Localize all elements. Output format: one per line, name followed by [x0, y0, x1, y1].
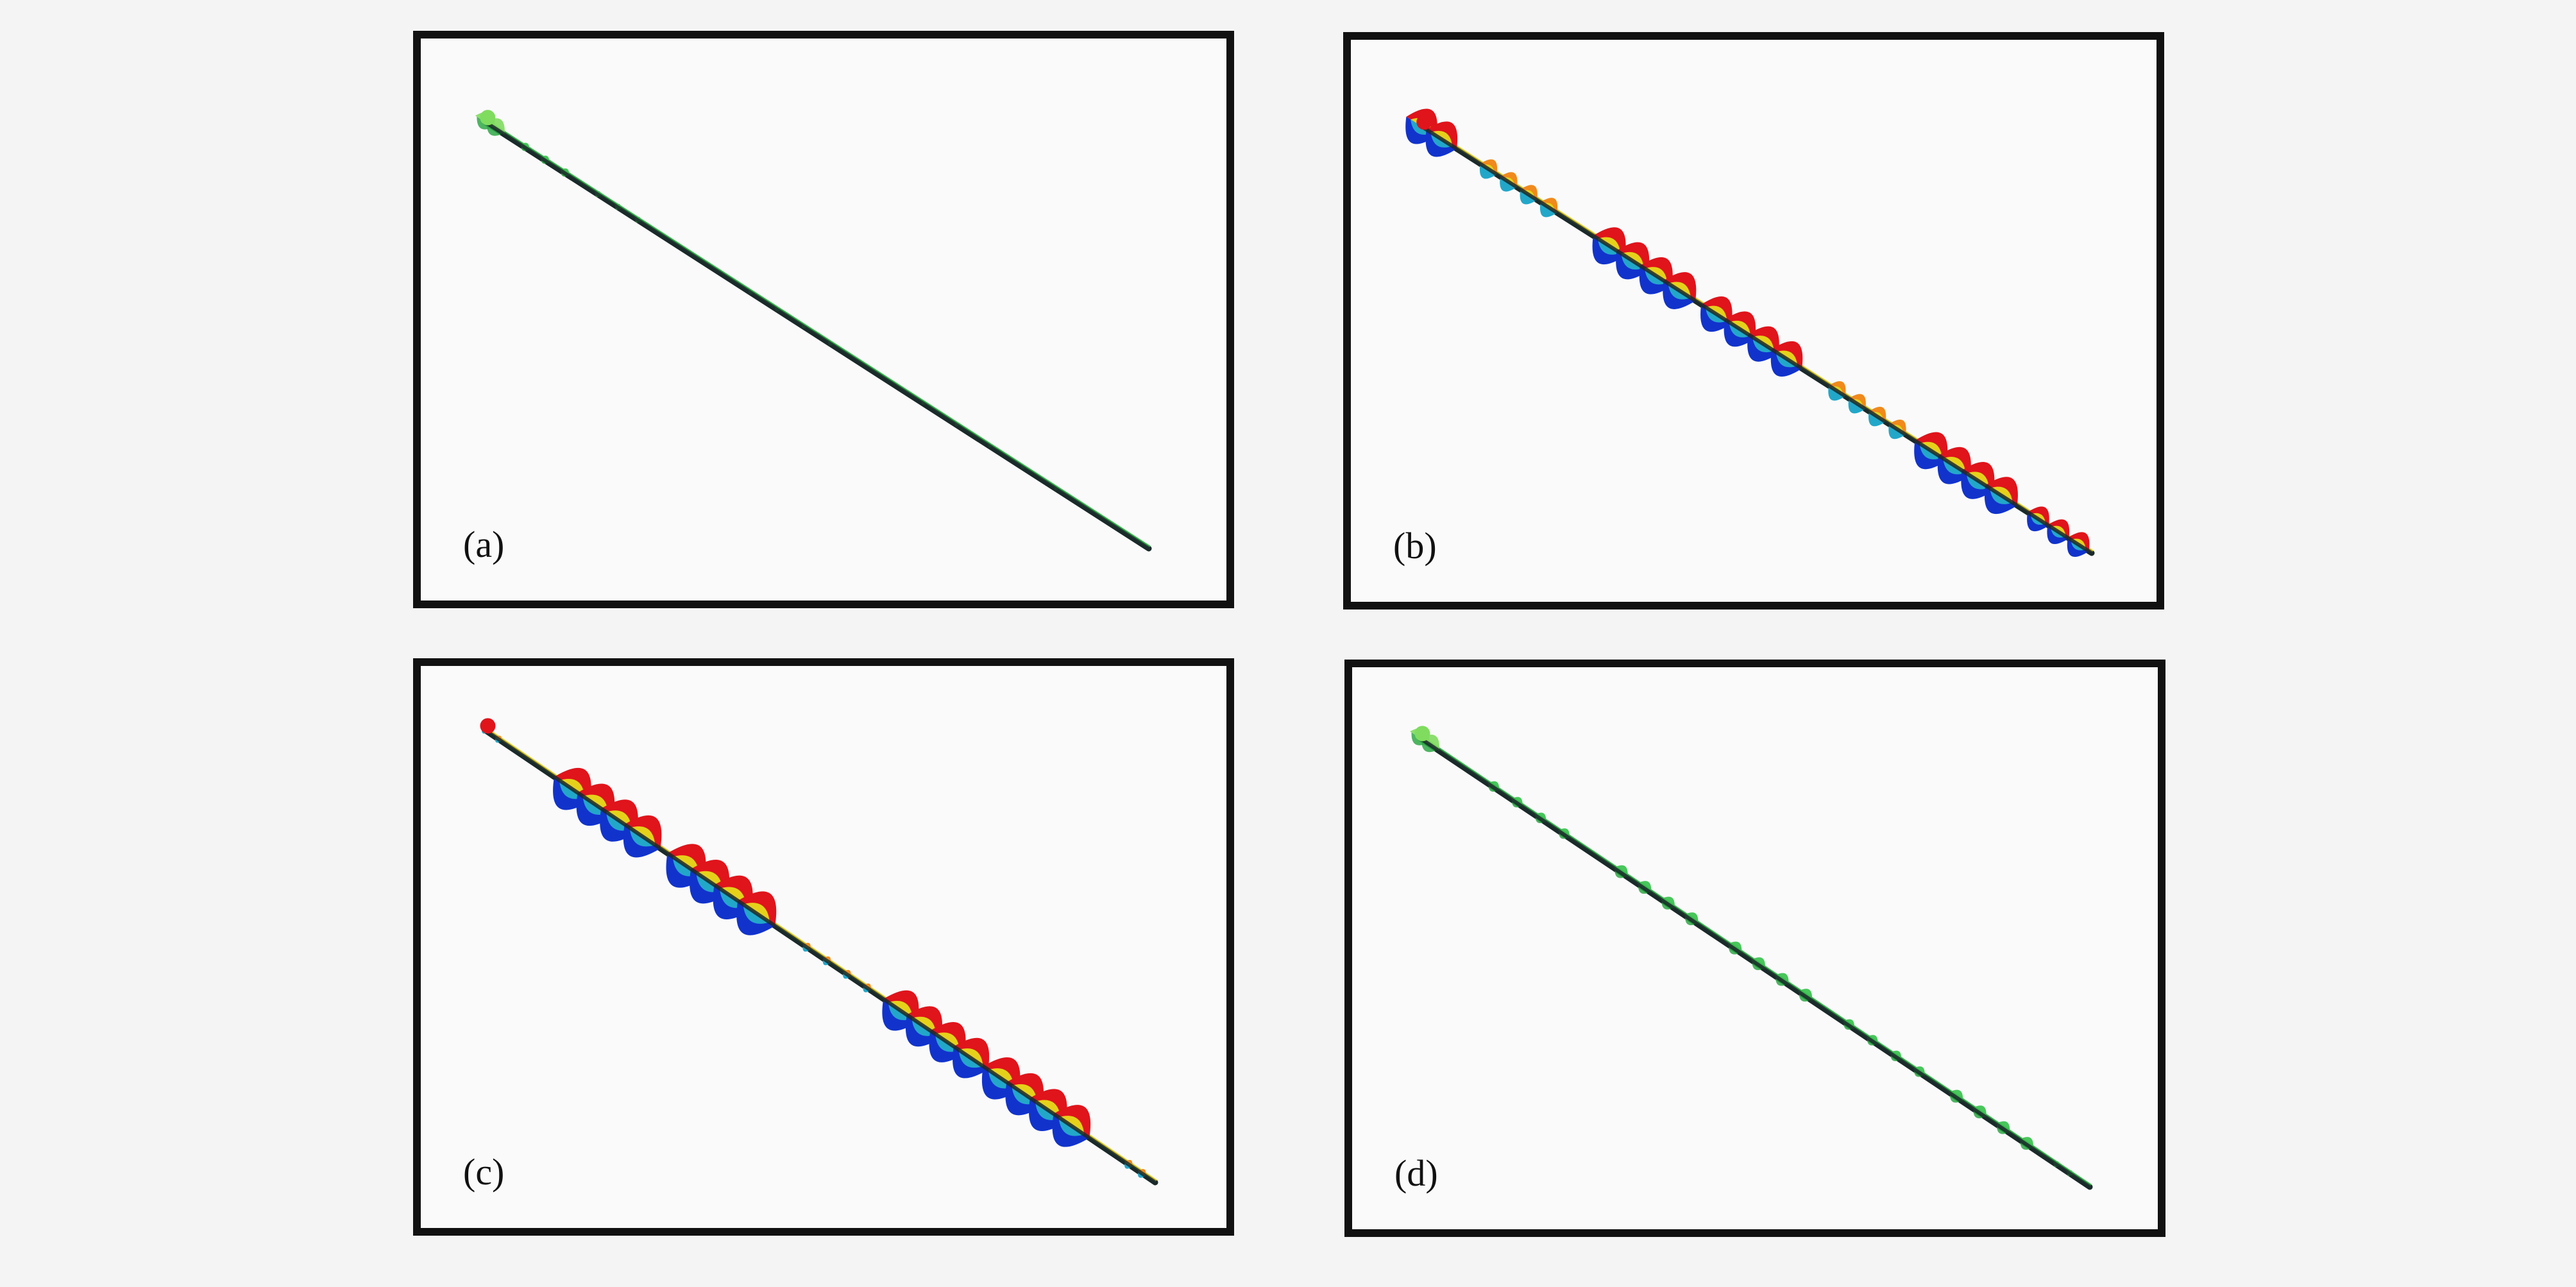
root-tip — [480, 110, 496, 126]
root-tip — [480, 718, 496, 734]
blade — [1405, 108, 2095, 557]
panel-label-b: (b) — [1393, 525, 1437, 567]
panel-b: (b) — [1343, 32, 2164, 609]
beam-line — [483, 120, 1151, 550]
panel-d: (d) — [1344, 660, 2165, 1237]
mode-shape-a — [475, 110, 1152, 552]
panel-c: (c) — [413, 658, 1234, 1236]
mode-shape-c — [480, 718, 1158, 1186]
blade — [1410, 726, 2093, 1190]
panel-a: (a) — [413, 31, 1234, 608]
panel-label-c: (c) — [463, 1151, 505, 1193]
mode-shape-d — [1410, 726, 2093, 1190]
blade — [480, 718, 1158, 1186]
panel-label-a: (a) — [463, 524, 505, 565]
beam-line — [1418, 736, 2092, 1189]
beam-line — [483, 728, 1157, 1184]
blade — [475, 110, 1152, 552]
root-tip — [1414, 726, 1430, 742]
panel-label-d: (d) — [1394, 1152, 1438, 1194]
mode-shape-b — [1405, 108, 2095, 557]
root-tip — [1416, 114, 1432, 130]
beam-line — [1419, 124, 2094, 555]
beam-highlight — [485, 119, 1151, 549]
